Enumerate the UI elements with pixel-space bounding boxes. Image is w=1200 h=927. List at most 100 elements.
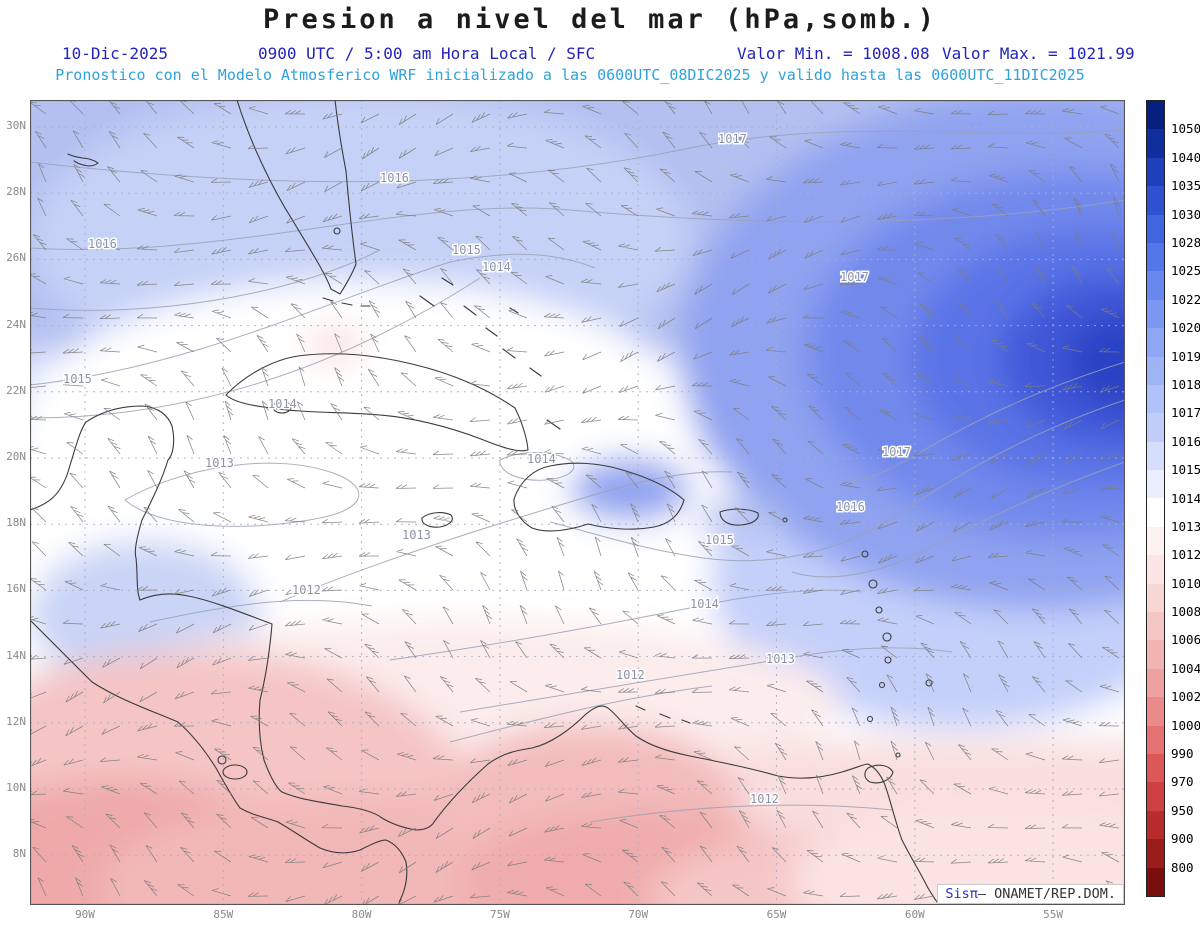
colorbar-segment [1147, 839, 1164, 868]
colorbar-segment [1147, 498, 1164, 527]
lon-axis-label: 80W [351, 908, 372, 921]
lat-axis-label: 20N [6, 450, 26, 463]
colorbar-segment [1147, 242, 1164, 272]
colorbar-segment [1147, 101, 1164, 130]
colorbar-label: 1013 [1169, 518, 1200, 534]
contour-value-label: 1014 [527, 452, 556, 466]
colorbar-segment [1147, 867, 1164, 896]
lon-axis-label: 65W [766, 908, 787, 921]
contour-value-label: 1015 [452, 243, 481, 257]
contour-value-label: 1014 [482, 260, 511, 274]
forecast-date: 10-Dic-2025 [62, 44, 168, 63]
colorbar-label: 1015 [1169, 462, 1200, 478]
attribution-org: – ONAMET/REP.DOM. [977, 886, 1116, 902]
latlon-grid [30, 100, 1125, 905]
colorbar-label: 1002 [1169, 689, 1200, 705]
colorbar-label: 1020 [1169, 320, 1200, 336]
attribution-brand: Sisπ [945, 886, 978, 902]
colorbar-segment [1147, 526, 1164, 556]
contour-value-label: 1016 [380, 171, 409, 185]
colorbar-label: 1012 [1169, 547, 1200, 563]
contour-value-label: 1015 [705, 533, 734, 547]
colorbar-segment [1147, 640, 1164, 669]
colorbar-label: 1006 [1169, 632, 1200, 648]
colorbar-segment [1147, 129, 1164, 158]
colorbar-segment [1147, 725, 1164, 754]
pressure-contours [30, 129, 1125, 823]
colorbar-label: 1040 [1169, 149, 1200, 165]
colorbar-label: 990 [1169, 746, 1196, 762]
lat-axis-label: 8N [12, 847, 26, 861]
attribution-box: Sisπ– ONAMET/REP.DOM. [937, 884, 1124, 904]
contour-value-label: 1012 [750, 792, 779, 806]
colorbar-segment [1147, 583, 1164, 613]
lat-axis-label: 30N [6, 119, 26, 132]
min-value-label: Valor Min. = 1008.08 [737, 44, 930, 63]
colorbar-label: 1010 [1169, 575, 1200, 591]
page-title: Presion a nivel del mar (hPa,somb.) [263, 4, 937, 35]
colorbar-label: 1017 [1169, 405, 1200, 421]
contour-value-label: 1016 [88, 237, 117, 251]
colorbar-label: 1035 [1169, 178, 1200, 194]
colorbar-label: 1014 [1169, 490, 1200, 506]
lon-axis-label: 85W [213, 908, 234, 921]
colorbar-segment [1147, 157, 1164, 187]
colorbar-label: 1030 [1169, 206, 1200, 222]
colorbar-label: 950 [1169, 802, 1196, 818]
map-frame [30, 100, 1125, 905]
colorbar-label: 1008 [1169, 604, 1200, 620]
colorbar-label: 1022 [1169, 291, 1200, 307]
wind-barbs [30, 100, 1120, 905]
lat-axis-label: 22N [6, 383, 26, 397]
lat-axis-label: 14N [6, 648, 26, 662]
pressure-colorbar [1146, 100, 1165, 897]
lon-axis-label: 70W [628, 908, 649, 921]
lat-axis-label: 26N [6, 251, 26, 265]
contour-value-label: 1013 [402, 528, 431, 542]
lat-axis-label: 12N [6, 714, 26, 728]
colorbar-segment [1147, 384, 1164, 414]
lon-axis-label: 90W [75, 908, 95, 921]
colorbar-segment [1147, 413, 1164, 442]
lon-axis-label: 60W [904, 908, 925, 921]
colorbar-label: 970 [1169, 774, 1196, 790]
colorbar-segment [1147, 697, 1164, 726]
contour-value-label: 1014 [690, 597, 719, 611]
colorbar-segment [1147, 782, 1164, 811]
colorbar-label: 1050 [1169, 121, 1200, 137]
colorbar-segment [1147, 612, 1164, 641]
colorbar-segment [1147, 753, 1164, 783]
model-info-line: Pronostico con el Modelo Atmosferico WRF… [55, 66, 1085, 84]
pressure-map-canvas: 1017 1016 1016 1015 1014 1017 1015 1014 1013 1014… [30, 100, 1125, 905]
contour-value-label: 1014 [268, 397, 297, 411]
colorbar-segment [1147, 271, 1164, 300]
colorbar-segment [1147, 356, 1164, 385]
colorbar-label: 1018 [1169, 376, 1200, 392]
colorbar-label: 800 [1169, 859, 1196, 875]
lat-axis-label: 24N [6, 317, 26, 331]
colorbar-label: 1004 [1169, 660, 1200, 676]
colorbar-segment [1147, 810, 1164, 840]
lat-axis-label: 16N [6, 582, 26, 596]
colorbar-segment [1147, 328, 1164, 357]
colorbar-segment [1147, 555, 1164, 584]
colorbar-segment [1147, 299, 1164, 329]
lat-axis-label: 18N [6, 516, 26, 530]
colorbar-label: 1016 [1169, 433, 1200, 449]
colorbar-label: 1000 [1169, 717, 1200, 733]
max-value-label: Valor Max. = 1021.99 [942, 44, 1135, 63]
pressure-shading [30, 100, 1125, 905]
contour-value-label: 1017 [840, 270, 869, 284]
colorbar-segment [1147, 214, 1164, 243]
colorbar-label: 1025 [1169, 263, 1200, 279]
contour-value-label: 1017 [718, 132, 747, 146]
contour-value-label: 1017 [882, 445, 911, 459]
lon-axis-label: 55W [1043, 908, 1064, 921]
contour-value-label: 1013 [205, 456, 234, 470]
contour-value-label: 1012 [292, 583, 321, 597]
lat-axis-label: 28N [6, 185, 26, 199]
colorbar-label: 900 [1169, 831, 1196, 847]
